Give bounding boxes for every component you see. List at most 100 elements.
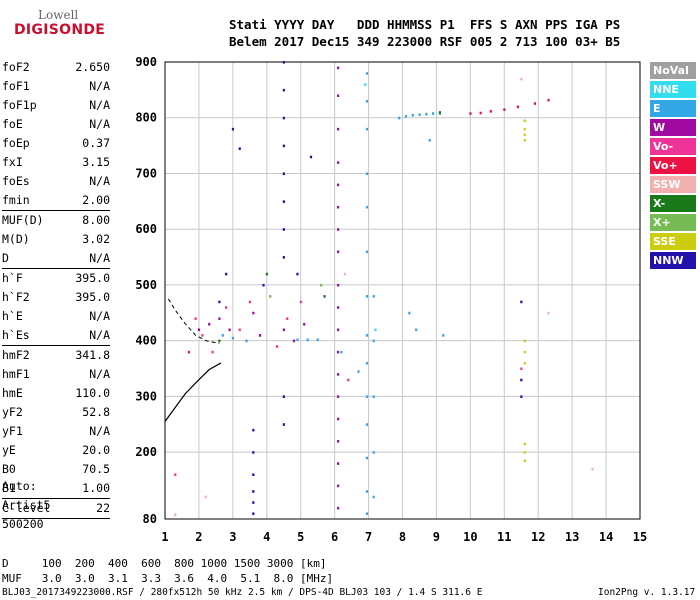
param-name: B1 [2, 481, 16, 495]
param-name: foE [2, 117, 23, 131]
echo-point [292, 339, 296, 343]
param-value: N/A [89, 79, 110, 93]
echo-point [469, 112, 472, 115]
echo-point [365, 172, 369, 176]
echo-point [187, 350, 190, 354]
echo-point [286, 317, 289, 320]
electron-density-profile [164, 362, 222, 422]
echo-point [418, 113, 421, 116]
echo-point [365, 334, 369, 337]
echo-point [523, 139, 526, 142]
echo-point [374, 328, 377, 332]
x-tick-label: 2 [195, 530, 202, 544]
echo-point [282, 144, 285, 148]
y-tick-label: 200 [135, 445, 157, 459]
param-row: fxI 3.15 [2, 153, 110, 172]
footer-muf-row: MUF 3.0 3.0 3.1 3.3 3.6 4.0 5.1 8.0 [MHz… [2, 572, 334, 585]
echo-point [533, 102, 537, 105]
echo-point [204, 495, 207, 499]
echo-point [442, 334, 445, 337]
param-name: C-level [2, 501, 51, 515]
param-row: hmF1 N/A [2, 365, 110, 384]
echo-point [365, 295, 369, 298]
lowell-digisonde-logo: Lowell DIGISONDE [0, 0, 150, 55]
echo-point [252, 451, 255, 454]
echo-point [299, 300, 302, 304]
echo-point [404, 115, 408, 118]
param-row: hmE 110.0 [2, 384, 110, 403]
echo-point [337, 484, 340, 488]
echo-point [211, 350, 214, 354]
polarization-legend: NoVal NNE E W Vo- Vo+ SSW X- X+ SSE NNW [650, 62, 696, 271]
param-name: h`F2 [2, 290, 30, 304]
echo-point [523, 133, 526, 137]
param-row: yF2 52.8 [2, 403, 110, 422]
echo-point [228, 328, 231, 332]
echo-point [252, 428, 255, 432]
param-row: foF2 2.650 [2, 58, 110, 77]
echo-point [282, 228, 285, 231]
param-value: N/A [89, 117, 110, 131]
echo-point [282, 172, 285, 176]
echo-point [197, 328, 201, 332]
echo-point [218, 300, 221, 304]
param-name: fmin [2, 193, 30, 207]
echo-point [365, 250, 369, 254]
echo-point [365, 456, 369, 460]
echo-point [365, 512, 369, 516]
x-tick-label: 15 [633, 530, 647, 544]
param-separator [2, 345, 110, 346]
echo-point [432, 112, 435, 115]
param-value: 110.0 [75, 386, 110, 400]
legend-item: NoVal [650, 62, 696, 79]
echo-point [523, 361, 526, 365]
auto-system: Artist5 [2, 498, 51, 512]
echo-point [398, 116, 401, 120]
x-tick-label: 11 [497, 530, 511, 544]
echo-point [194, 317, 197, 320]
param-name: hmF1 [2, 367, 30, 381]
echo-point [408, 311, 411, 315]
echo-point [503, 108, 506, 111]
footer-distance-row: D 100 200 400 600 800 1000 1500 3000 [km… [2, 557, 327, 570]
param-name: foF1 [2, 79, 30, 93]
echo-point [231, 336, 235, 340]
footer-version: Ion2Png v. 1.3.17 [598, 587, 696, 598]
echo-point [337, 506, 340, 510]
x-tick-label: 13 [565, 530, 579, 544]
echo-point [365, 205, 369, 209]
param-separator [2, 498, 110, 499]
echo-point [265, 272, 268, 276]
y-tick-label: 800 [135, 111, 157, 125]
param-name: foF1p [2, 98, 37, 112]
echo-point [372, 295, 375, 298]
echo-point [282, 88, 285, 92]
echo-point [520, 395, 523, 398]
param-row: h`E N/A [2, 307, 110, 326]
param-name: yF2 [2, 405, 23, 419]
param-value: 70.5 [82, 462, 110, 476]
param-row: fmin 2.00 [2, 191, 110, 210]
legend-item: NNE [650, 81, 696, 98]
footer-file-info: BLJ03_2017349223000.RSF / 280fx512h 50 k… [2, 587, 483, 598]
echo-point [520, 77, 523, 81]
echo-point [523, 127, 526, 131]
y-tick-label: 80 [143, 512, 157, 526]
echo-point [218, 339, 221, 343]
profile-extrapolation [167, 298, 220, 344]
x-tick-label: 12 [531, 530, 545, 544]
echo-point [438, 111, 442, 114]
echo-point [248, 300, 252, 304]
y-tick-label: 900 [135, 55, 157, 69]
echo-point [523, 451, 526, 454]
param-row: h`F2 395.0 [2, 288, 110, 307]
echo-point [269, 295, 272, 298]
param-value: 20.0 [82, 443, 110, 457]
param-value: N/A [89, 251, 110, 265]
echo-point [282, 200, 285, 203]
param-row: B1 1.00 [2, 479, 110, 498]
x-tick-label: 6 [331, 530, 338, 544]
param-name: foEp [2, 136, 30, 150]
param-value: 2.00 [82, 193, 110, 207]
param-separator [2, 518, 110, 519]
